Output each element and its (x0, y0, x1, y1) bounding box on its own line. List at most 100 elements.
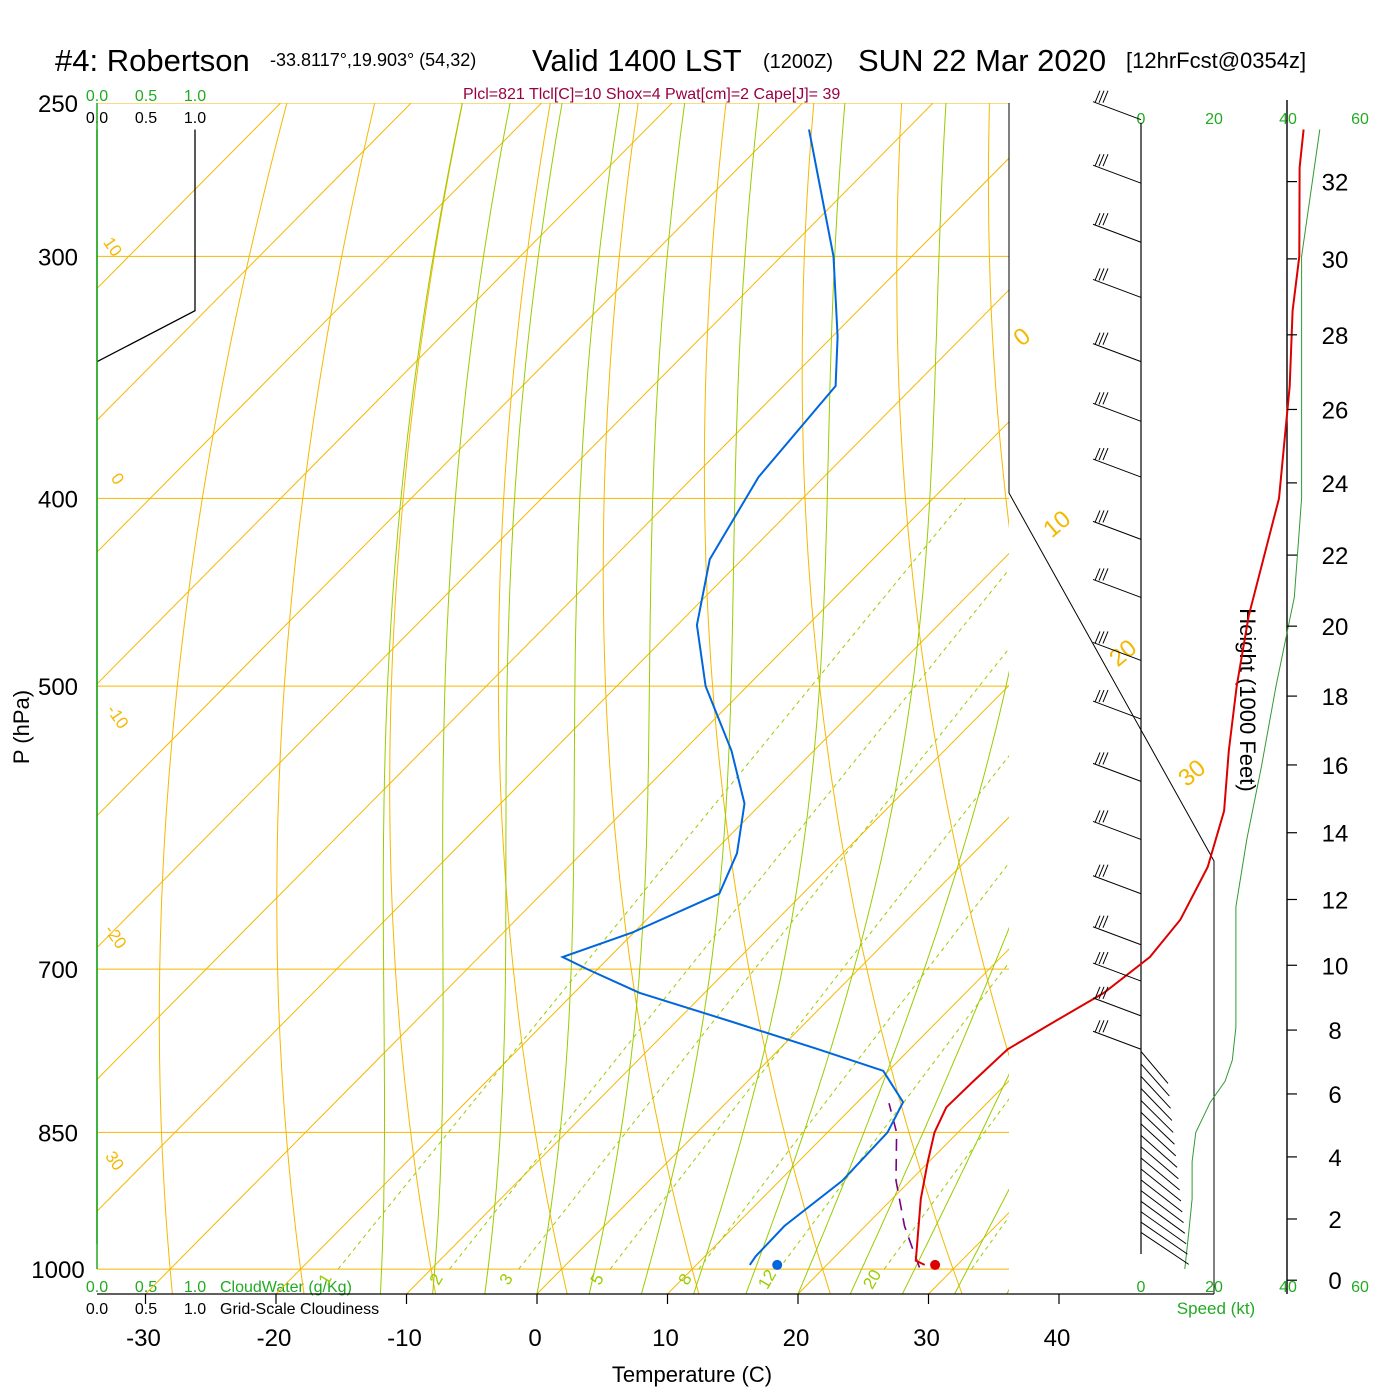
wind-barb-staff (1140, 1146, 1179, 1180)
wind-barb-flag (1098, 447, 1105, 461)
wind-barb-staff (1092, 520, 1142, 540)
height-tick-label: 4 (1328, 1145, 1341, 1172)
wind-barb-flag (1102, 153, 1109, 167)
wind-barb-staff (1092, 458, 1142, 478)
dry-adiabat-label: -10 (103, 701, 133, 732)
isotherm-line (1059, 103, 1400, 1294)
dry-adiabat-line (703, 103, 831, 1294)
wind-barb-staff (1092, 578, 1142, 598)
isotherm-label: 10 (1038, 505, 1076, 543)
plot-frame (96, 100, 1288, 1295)
wind-barb-flag (1094, 810, 1101, 823)
cloudwater-tick-bottom: 1.0 (184, 1279, 206, 1296)
wind-barb-flag (1094, 153, 1101, 167)
isotherm-line (667, 948, 1009, 1294)
y-axis-title: P (hPa) (9, 690, 34, 764)
sounding-profiles (560, 129, 1305, 1270)
wind-barb-flag (1102, 510, 1109, 523)
wind-barb-flag (1102, 268, 1109, 281)
speed-tick-bottom: 0 (1137, 1279, 1146, 1296)
dry-adiabat-line (896, 103, 1009, 1057)
moist-adiabat-line (797, 670, 1009, 1294)
wind-barb-staff (1140, 1051, 1169, 1084)
x-axis-title: Temperature (C) (612, 1362, 772, 1387)
wind-barb-flag (1094, 568, 1101, 581)
forecast-label: [12hrFcst@0354z] (1126, 48, 1306, 73)
station-title: #4: Robertson (55, 43, 250, 78)
wind-barb-staff (1092, 875, 1142, 895)
wind-barb-staff (1092, 164, 1142, 184)
wind-barb-flag (1098, 510, 1105, 523)
wind-barb-flag (1102, 810, 1109, 823)
speed-tick-bottom: 40 (1279, 1279, 1297, 1296)
wind-barb-flag (1098, 568, 1105, 581)
moist-adiabat-line (901, 1073, 1009, 1294)
cloudwater-tick-top: 0.5 (135, 88, 157, 105)
dry-adiabat-line (389, 103, 463, 1294)
temperature-tick-label: -10 (387, 1325, 422, 1352)
isotherm-line (406, 684, 1009, 1294)
isotherm-line (97, 103, 673, 685)
wind-barb-flag (1098, 810, 1105, 823)
temperature-tick-label: 30 (913, 1325, 940, 1352)
dry-adiabat-line (987, 103, 1009, 529)
temperature-tick-label: -20 (257, 1325, 292, 1352)
isotherm-label: 30 (1173, 754, 1211, 792)
mixing-ratio-line (337, 498, 966, 1270)
dry-adiabat-label: -20 (101, 921, 131, 952)
dry-adiabat-line (276, 103, 376, 1294)
height-tick-label: 16 (1322, 753, 1349, 780)
pressure-tick-label: 1000 (31, 1257, 84, 1284)
wind-barb-staff (1140, 1221, 1188, 1255)
dry-adiabat-line (158, 103, 288, 1294)
wind-barb-flag (1102, 986, 1109, 1000)
valid-time: Valid 1400 LST (532, 43, 742, 78)
wind-barb-flag (1094, 90, 1101, 103)
isotherm-label: 0 (1008, 323, 1036, 352)
wind-barb-staff (1092, 101, 1142, 121)
isotherm-line (1190, 103, 1400, 1294)
wind-barb-flag (1098, 1020, 1105, 1033)
wind-barb-staff (1140, 1179, 1183, 1213)
wind-barb-flag (1094, 951, 1101, 965)
height-tick-label: 12 (1322, 887, 1349, 914)
plot-frame-right (1008, 103, 1215, 1294)
zulu-time: (1200Z) (763, 51, 833, 73)
wind-barb-flag (1094, 986, 1101, 1000)
isotherm-line (797, 1080, 1009, 1294)
pressure-tick-label: 400 (38, 486, 78, 513)
cloudwater-label: CloudWater (g/Kg) (220, 1279, 352, 1296)
pressure-tick-label: 850 (38, 1120, 78, 1147)
wind-barb-staff (1092, 343, 1142, 363)
height-tick-label: 24 (1322, 471, 1349, 498)
clipped-grid (97, 103, 1400, 1294)
height-tick-label: 14 (1322, 821, 1349, 848)
speed-tick-top: 20 (1205, 111, 1223, 128)
isotherm-line (97, 157, 1009, 1081)
wind-barb-staff (1092, 1030, 1142, 1050)
wind-barb-flag (1094, 915, 1101, 928)
height-tick-label: 0 (1328, 1268, 1341, 1295)
height-tick-label: 22 (1322, 543, 1349, 570)
surface-dewpoint-dot (772, 1259, 783, 1270)
dry-adiabat-line (1077, 103, 1357, 1294)
wind-barb-flag (1094, 631, 1101, 644)
cloudiness-tick-bottom: 0.5 (135, 1301, 157, 1318)
temperature-tick-label: 20 (783, 1325, 810, 1352)
height-axis-title: Height (1000 Feet) (1235, 608, 1260, 791)
dry-adiabat-line (497, 103, 568, 1294)
wind-barb-flag (1098, 951, 1105, 965)
pressure-tick-label: 700 (38, 957, 78, 984)
cloudiness-tick-top: 1.0 (184, 110, 206, 127)
wind-barb-staff (1140, 1135, 1178, 1168)
speed-tick-top: 40 (1279, 111, 1297, 128)
dry-adiabat-label: 0 (107, 470, 128, 489)
dry-adiabat-label: 30 (101, 1148, 127, 1174)
wind-barb-staff (1140, 1200, 1186, 1234)
height-tick-label: 6 (1328, 1082, 1341, 1109)
height-tick-label: 8 (1328, 1018, 1341, 1045)
wind-barb-flag (1094, 392, 1101, 405)
height-tick-label: 2 (1328, 1207, 1341, 1234)
